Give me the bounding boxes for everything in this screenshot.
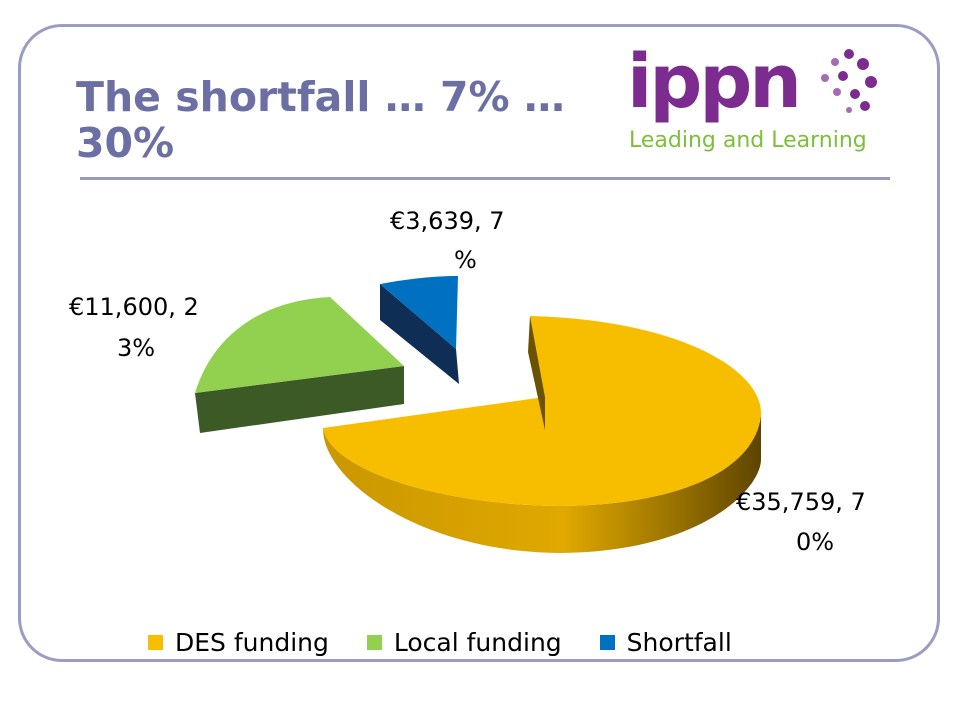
data-label-shortfall-line1: €3,639, 7 [390,207,505,235]
legend-swatch-des [148,635,163,650]
slice-des-funding-side [322,415,761,553]
chart-legend: DES funding Local funding Shortfall [148,628,770,657]
logo-dots-icon [821,49,877,113]
legend-label-des: DES funding [175,628,329,657]
legend-item-shortfall: Shortfall [599,628,732,657]
legend-label-local: Local funding [393,628,562,657]
slice-shortfall-top [380,276,458,349]
legend-item-local-funding: Local funding [366,628,562,657]
data-label-shortfall-line2: % [454,246,477,274]
slide-frame [18,24,940,662]
data-label-des-line1: €35,759, 7 [736,488,866,516]
legend-swatch-shortfall [599,635,615,650]
ippn-logo: ippn Leading and Learning [627,42,897,166]
slice-local-funding [195,297,404,433]
logo-tagline: Leading and Learning [629,128,867,153]
legend-swatch-local [366,635,382,650]
slice-shortfall-side [380,284,459,384]
logo-wordmark: ippn [627,39,802,125]
slice-local-funding-side [195,366,404,433]
data-label-local-line2: 3% [117,334,155,362]
legend-item-des-funding: DES funding [148,628,329,657]
slice-shortfall [380,276,459,384]
slide-title: The shortfall … 7% … 30% [76,73,565,167]
title-divider [80,177,890,180]
slice-des-funding [322,316,762,553]
slice-local-funding-top [195,297,404,393]
data-label-local-line1: €11,600, 2 [69,293,199,321]
legend-label-shortfall: Shortfall [626,628,732,657]
slice-des-funding-edge [528,316,545,430]
data-label-des-line2: 0% [796,528,834,556]
